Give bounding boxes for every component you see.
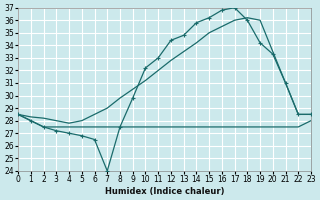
X-axis label: Humidex (Indice chaleur): Humidex (Indice chaleur) — [105, 187, 224, 196]
